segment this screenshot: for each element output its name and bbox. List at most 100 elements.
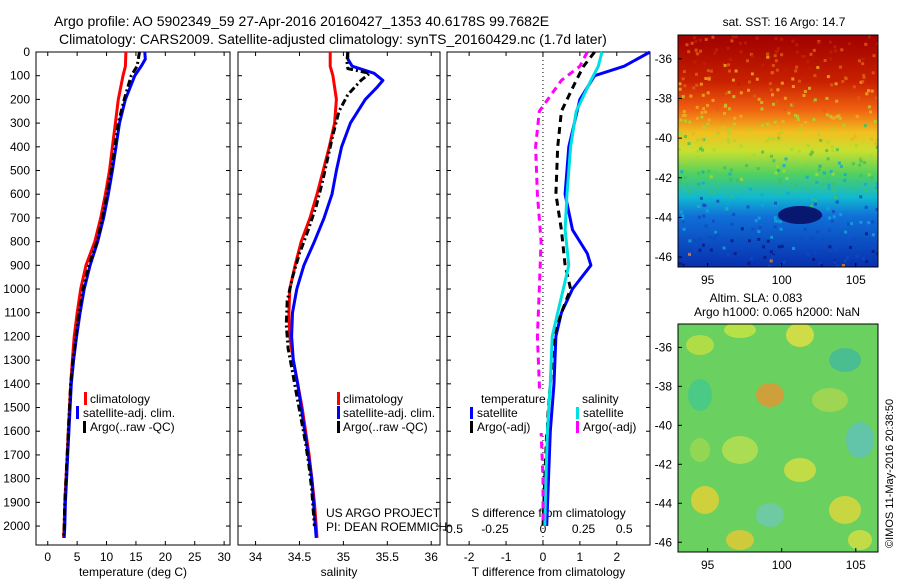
sst-speckle-dot [795,43,799,47]
sst-speckle-dot [775,103,779,107]
sst-speckle-dot [864,42,868,46]
sst-speckle-dot [684,135,687,138]
sst-speckle-dot [681,77,685,81]
sst-speckle-dot [694,48,698,52]
sst-speckle-dot [708,235,712,239]
sst-speckle-dot [872,76,876,80]
sst-speckle-dot [829,50,833,54]
sst-speckle-dot [731,35,735,39]
sst-speckle-dot [803,90,807,93]
sst-speckle-dot [863,124,867,128]
sst-speckle-dot [763,239,767,243]
sst-speckle-dot [704,77,708,80]
sst-speckle-dot [712,219,715,223]
sst-speckle-dot [733,252,737,256]
sst-speckle-dot [711,98,715,102]
x-tick-label: 20 [159,550,173,564]
legend-swatch-climatology [84,392,87,405]
sst-speckle-dot [844,74,848,78]
sst-speckle-dot [737,82,741,86]
sst-speckle-dot [723,166,727,170]
sst-speckle-dot [726,137,730,141]
sst-speckle-dot [766,239,770,243]
credit-line1: US ARGO PROJECT [326,506,441,520]
sst-speckle-dot [817,168,821,172]
sst-speckle-dot [825,96,829,100]
y-tick-label: 500 [10,164,30,178]
sst-speckle-dot [716,130,720,134]
sst-speckle-dot [722,125,726,129]
sst-speckle-dot [815,180,819,184]
sst-speckle-dot [716,199,720,203]
sst-speckle-dot [774,171,778,175]
x-tick-label: 15 [129,550,143,564]
sst-speckle-dot [723,112,726,115]
sst-speckle-dot [696,149,700,153]
sst-speckle-dot [750,72,754,76]
legend-label-sal-argo: Argo(-adj) [583,420,636,434]
sst-speckle-dot [865,92,869,96]
sst-speckle-dot [805,175,809,179]
sst-speckle-dot [829,115,833,118]
sst-speckle-dot [806,59,810,63]
sst-speckle-dot [685,183,689,187]
sst-speckle-dot [819,138,823,142]
sst-speckle-dot [789,186,792,190]
sst-speckle-dot [839,65,843,69]
sla-anomaly-blob [691,486,719,514]
sst-speckle-dot [723,64,727,67]
sst-speckle-dot [809,152,813,156]
map-y-tick-label: -40 [655,418,673,432]
sst-speckle-dot [761,203,765,207]
sst-speckle-dot [851,186,855,190]
sst-speckle-dot [760,107,764,111]
sst-field [678,35,878,267]
sst-speckle-dot [835,99,839,103]
sst-speckle-dot [776,88,780,92]
sst-speckle-dot [681,95,685,99]
sst-speckle-dot [740,177,743,181]
sst-speckle-dot [828,228,831,232]
sst-speckle-dot [768,82,772,86]
sst-speckle-dot [727,107,731,111]
sst-speckle-dot [733,139,737,143]
x-tick-label: 2 [613,550,620,564]
sst-speckle-dot [774,37,778,41]
sst-speckle-dot [771,64,775,67]
sst-speckle-dot [752,153,756,157]
y-tick-label: 900 [10,258,30,272]
sst-speckle-dot [688,252,691,256]
sst-speckle-dot [783,108,787,112]
sst-speckle-dot [854,144,858,148]
sst-speckle-dot [755,36,759,40]
x-tick-label: 35 [337,550,351,564]
sst-speckle-dot [810,236,814,240]
sst-speckle-dot [702,125,706,129]
sst-speckle-dot [780,37,783,41]
sst-speckle-dot [864,182,868,186]
sst-speckle-dot [760,124,764,127]
sst-speckle-dot [739,50,743,54]
sst-speckle-dot [729,178,733,182]
sst-speckle-dot [702,203,706,207]
sst-speckle-dot [760,193,764,196]
sla-map-frame [677,323,879,553]
sst-speckle-dot [693,238,697,242]
sst-speckle-dot [744,41,748,45]
sst-speckle-dot [773,225,777,229]
sst-speckle-dot [832,182,835,186]
x-tick-label: -2 [464,550,475,564]
map-x-tick-label: 100 [772,273,792,287]
map-y-tick-label: -44 [655,210,673,224]
sst-speckle-dot [728,58,732,61]
sst-speckle-dot [833,248,837,252]
sst-speckle-dot [679,118,683,122]
x-tick-label: 5 [74,550,81,564]
sst-speckle-dot [696,52,700,56]
sst-speckle-dot [777,132,781,136]
map-y-tick-label: -46 [655,250,673,264]
sst-speckle-dot [826,75,830,79]
sst-speckle-dot [841,80,845,83]
sst-speckle-dot [762,245,766,249]
sst-speckle-dot [698,248,702,252]
